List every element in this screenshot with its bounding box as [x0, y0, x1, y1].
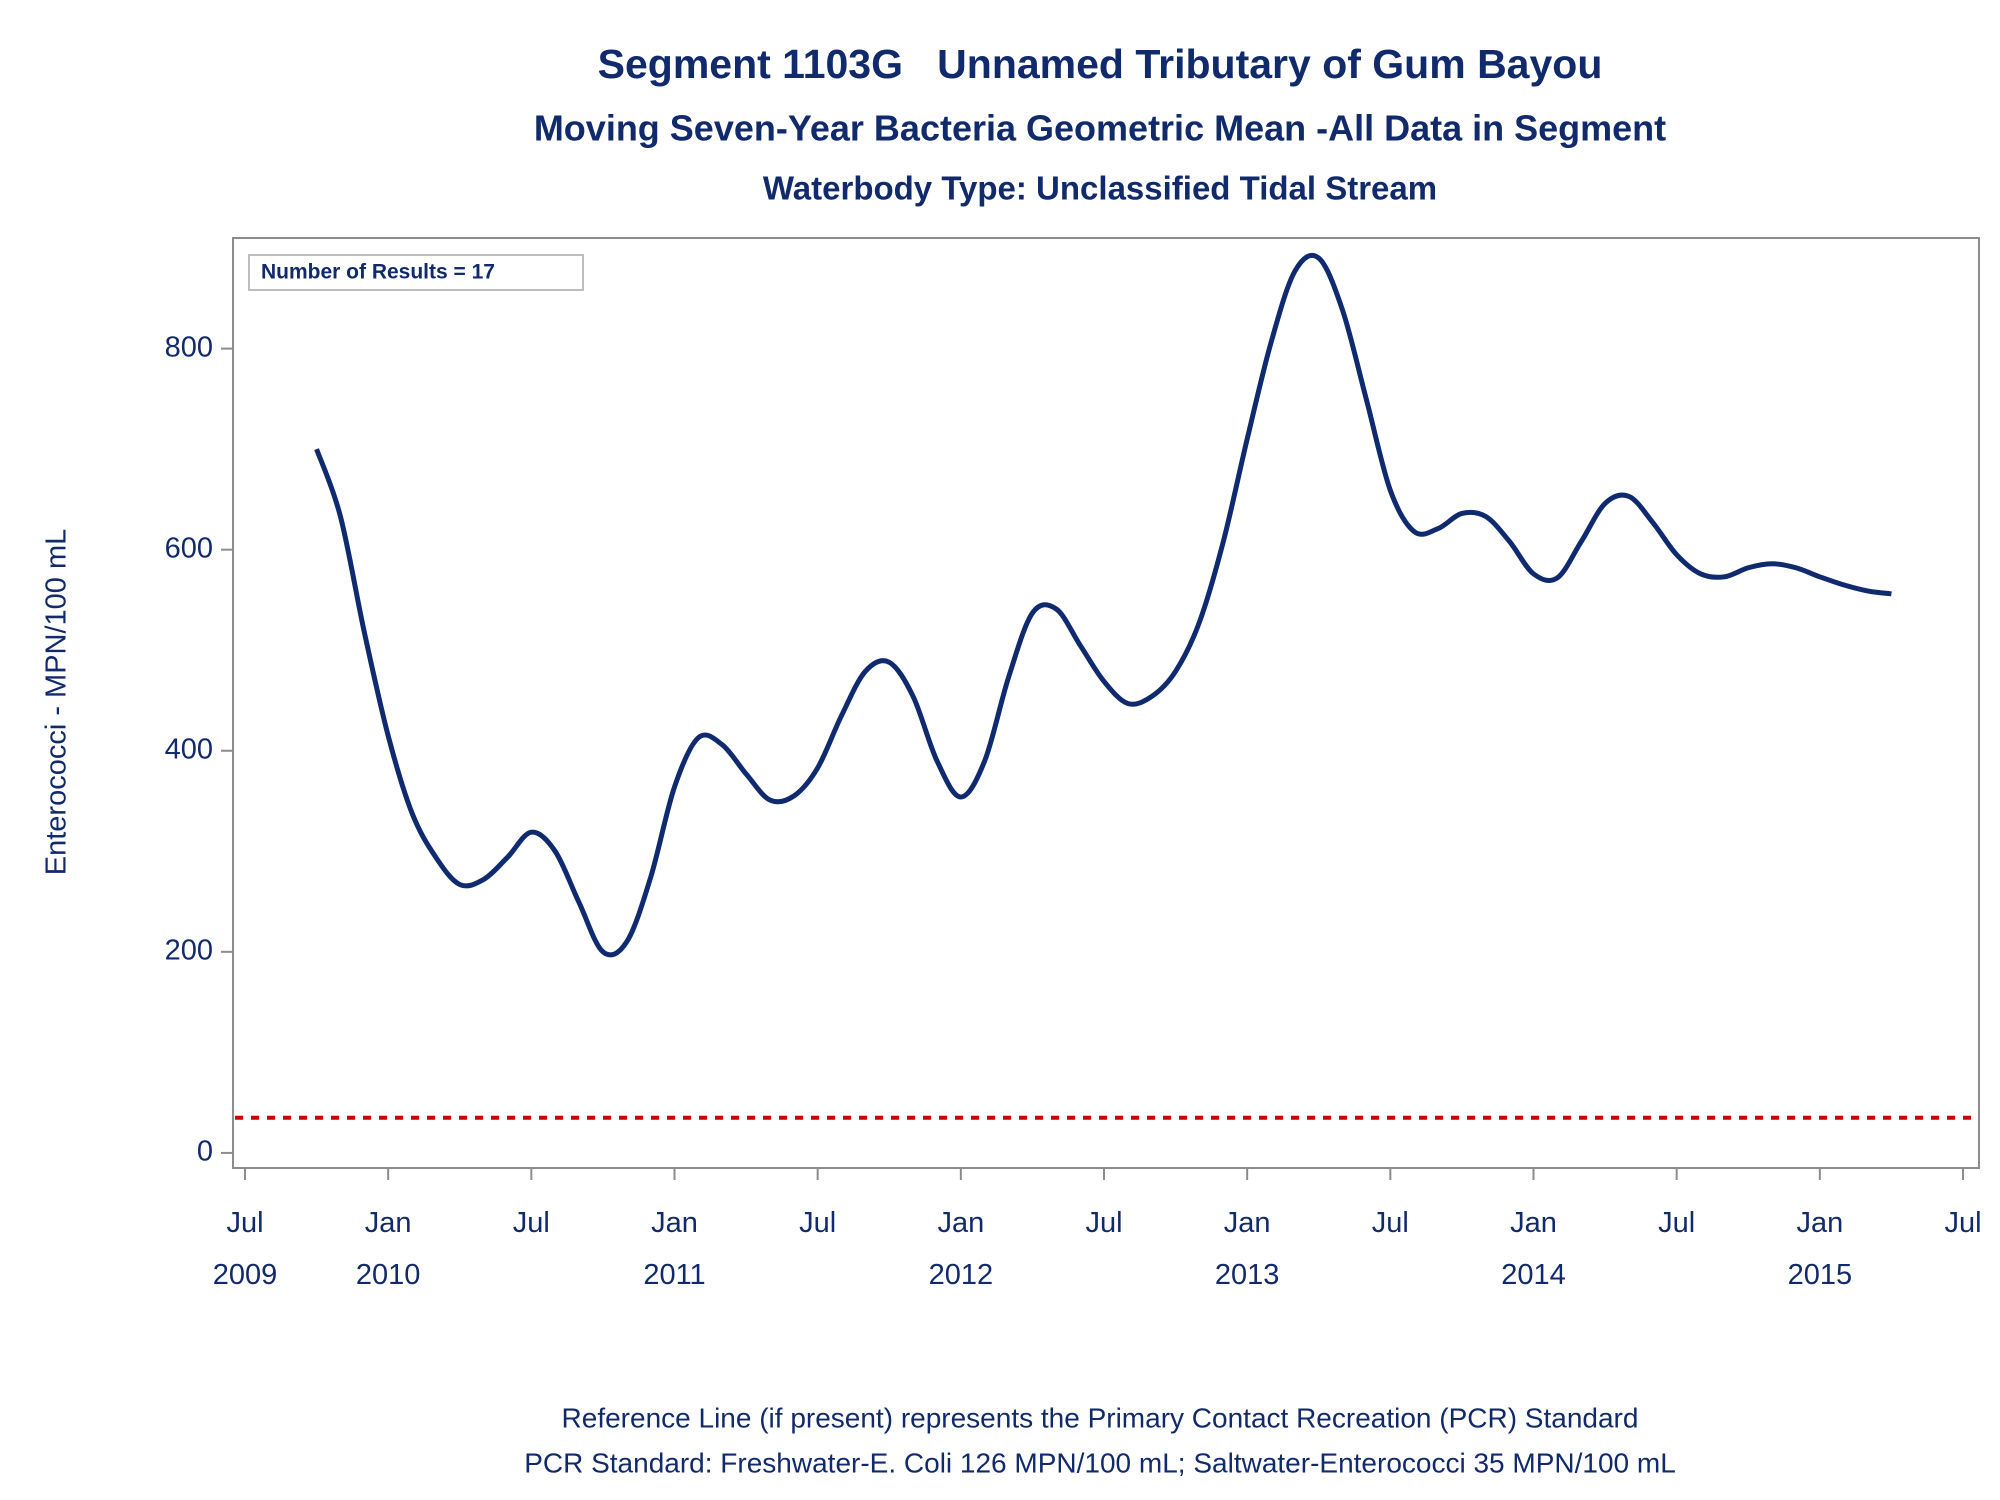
- footnote: PCR Standard: Freshwater-E. Coli 126 MPN…: [524, 1447, 1676, 1478]
- x-tick-label: Jul: [513, 1207, 550, 1239]
- data-line: [314, 252, 1892, 958]
- x-tick-label: Jan 2012: [929, 1207, 994, 1291]
- x-tick-label: Jan 2015: [1788, 1207, 1853, 1291]
- y-axis-label: Enterococci - MPN/100 mL: [41, 529, 73, 876]
- chart-subtitle: Waterbody Type: Unclassified Tidal Strea…: [763, 170, 1437, 207]
- y-tick-label: 0: [197, 1136, 213, 1168]
- x-tick-label: Jan 2011: [643, 1207, 705, 1291]
- y-tick-label: 800: [165, 331, 213, 363]
- x-tick-label: Jul: [1944, 1207, 1981, 1239]
- x-tick-label: Jul: [1085, 1207, 1122, 1239]
- x-tick-label: Jul: [1372, 1207, 1409, 1239]
- footnote: Reference Line (if present) represents t…: [562, 1402, 1639, 1433]
- x-tick-label: Jul: [799, 1207, 836, 1239]
- x-tick-label: Jan 2014: [1501, 1207, 1566, 1291]
- chart-subtitle: Moving Seven-Year Bacteria Geometric Mea…: [534, 108, 1666, 149]
- annotation: Number of Results = 17: [261, 261, 495, 284]
- x-tick-label: Jan 2010: [356, 1207, 421, 1291]
- plot-frame: [232, 237, 1980, 1169]
- y-tick-label: 600: [165, 532, 213, 564]
- x-tick-label: Jul 2009: [213, 1207, 278, 1291]
- x-tick-label: Jul: [1658, 1207, 1695, 1239]
- y-tick-label: 200: [165, 934, 213, 966]
- chart-title: Segment 1103G Unnamed Tributary of Gum B…: [598, 41, 1603, 87]
- y-tick-label: 400: [165, 733, 213, 765]
- annotation-box: [248, 254, 584, 291]
- x-tick-label: Jan 2013: [1215, 1207, 1280, 1291]
